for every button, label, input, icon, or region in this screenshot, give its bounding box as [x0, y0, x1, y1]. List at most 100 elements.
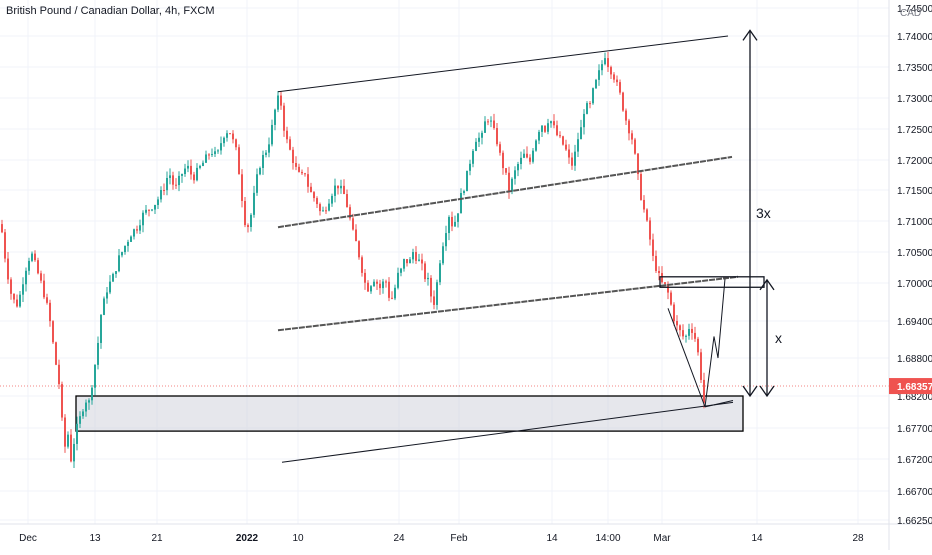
- x-tick-label: 2022: [236, 533, 259, 544]
- y-tick-label: 1.71500: [897, 186, 932, 197]
- candle-body: [553, 121, 555, 126]
- candle-body: [109, 281, 111, 293]
- candle-body: [187, 165, 189, 169]
- candle-body: [460, 192, 462, 214]
- candle-body: [313, 192, 315, 199]
- candle-body: [166, 178, 168, 191]
- candle-body: [406, 259, 408, 264]
- candle-body: [46, 297, 48, 303]
- candle-body: [622, 92, 624, 111]
- candle-body: [157, 199, 159, 205]
- candle-body: [499, 144, 501, 153]
- candle-body: [415, 252, 417, 261]
- candle-body: [346, 194, 348, 208]
- x-tick-label: 28: [852, 533, 864, 544]
- candle-body: [688, 328, 690, 336]
- candle-body: [52, 321, 54, 343]
- candle-body: [400, 268, 402, 273]
- candle-body: [43, 280, 45, 298]
- candle-body: [439, 263, 441, 283]
- candle-body: [595, 79, 597, 89]
- candle-body: [310, 186, 312, 193]
- candle-body: [670, 292, 672, 305]
- channel-lower-line[interactable]: [277, 275, 739, 332]
- candle-body: [451, 216, 453, 227]
- candle-body: [130, 236, 132, 242]
- projection-path[interactable]: [704, 278, 726, 407]
- candle-body: [259, 167, 261, 175]
- candle-body: [367, 282, 369, 292]
- wedge-line[interactable]: [667, 308, 706, 408]
- candle-body: [115, 271, 117, 274]
- candle-body: [421, 259, 423, 264]
- measure-3x-arrow-arrow-top: [742, 29, 758, 41]
- channel-middle-line[interactable]: [277, 155, 733, 229]
- candle-body: [418, 259, 420, 261]
- candle-body: [298, 166, 300, 172]
- candle-body: [193, 174, 195, 181]
- candle-body: [190, 165, 192, 175]
- candle-body: [487, 121, 489, 123]
- y-tick-label: 1.68800: [897, 354, 932, 365]
- wedge-line[interactable]: [704, 399, 734, 408]
- candle-body: [634, 139, 636, 154]
- y-tick-label: 1.74000: [897, 32, 932, 43]
- candle-body: [691, 328, 693, 333]
- y-tick-label: 1.70500: [897, 248, 932, 259]
- candle-body: [304, 173, 306, 175]
- candle-body: [352, 218, 354, 230]
- candle-body: [133, 229, 135, 237]
- y-tick-label: 1.72500: [897, 125, 932, 136]
- candle-body: [94, 364, 96, 388]
- candle-body: [4, 232, 6, 259]
- candle-body: [433, 296, 435, 305]
- measure-3x-label: 3x: [756, 205, 771, 221]
- channel-upper-line[interactable]: [277, 35, 729, 93]
- candle-body: [442, 246, 444, 264]
- candle-body: [655, 255, 657, 271]
- candle-body: [700, 352, 702, 380]
- y-tick-label: 1.72000: [897, 156, 932, 167]
- candle-body: [496, 128, 498, 145]
- candle-body: [559, 135, 561, 137]
- candle-body: [601, 64, 603, 71]
- candle-body: [472, 150, 474, 164]
- resistance-box[interactable]: [659, 276, 765, 288]
- candle-body: [334, 185, 336, 196]
- candle-body: [355, 229, 357, 242]
- y-tick-label: 1.66250: [897, 516, 932, 527]
- candle-body: [469, 163, 471, 171]
- candle-body: [385, 281, 387, 283]
- x-tick-label: Mar: [653, 533, 671, 544]
- candle-body: [319, 204, 321, 212]
- zones: [75, 395, 744, 432]
- currency-label: CAD: [900, 8, 922, 19]
- candle-body: [292, 149, 294, 164]
- candle-body: [121, 252, 123, 256]
- candle-body: [511, 178, 513, 192]
- candle-body: [214, 151, 216, 155]
- candle-body: [403, 259, 405, 269]
- candle-body: [490, 120, 492, 122]
- candle-body: [370, 286, 372, 292]
- candle-body: [199, 166, 201, 168]
- candle-body: [82, 411, 84, 417]
- candle-body: [412, 252, 414, 260]
- candle-body: [652, 239, 654, 256]
- candle-body: [349, 207, 351, 219]
- candle-body: [364, 272, 366, 283]
- x-tick-label: 21: [151, 533, 163, 544]
- candle-body: [88, 400, 90, 403]
- rising-support-line[interactable]: [281, 401, 734, 463]
- x-tick-label: 14: [751, 533, 763, 544]
- demand-zone-rect[interactable]: [75, 395, 744, 432]
- candle-body: [562, 136, 564, 145]
- measure-3x-arrow-arrow-bottom: [742, 385, 758, 398]
- candle-body: [241, 174, 243, 201]
- drawings[interactable]: 3x x: [277, 29, 782, 463]
- candle-body: [673, 304, 675, 322]
- candle-body: [142, 212, 144, 226]
